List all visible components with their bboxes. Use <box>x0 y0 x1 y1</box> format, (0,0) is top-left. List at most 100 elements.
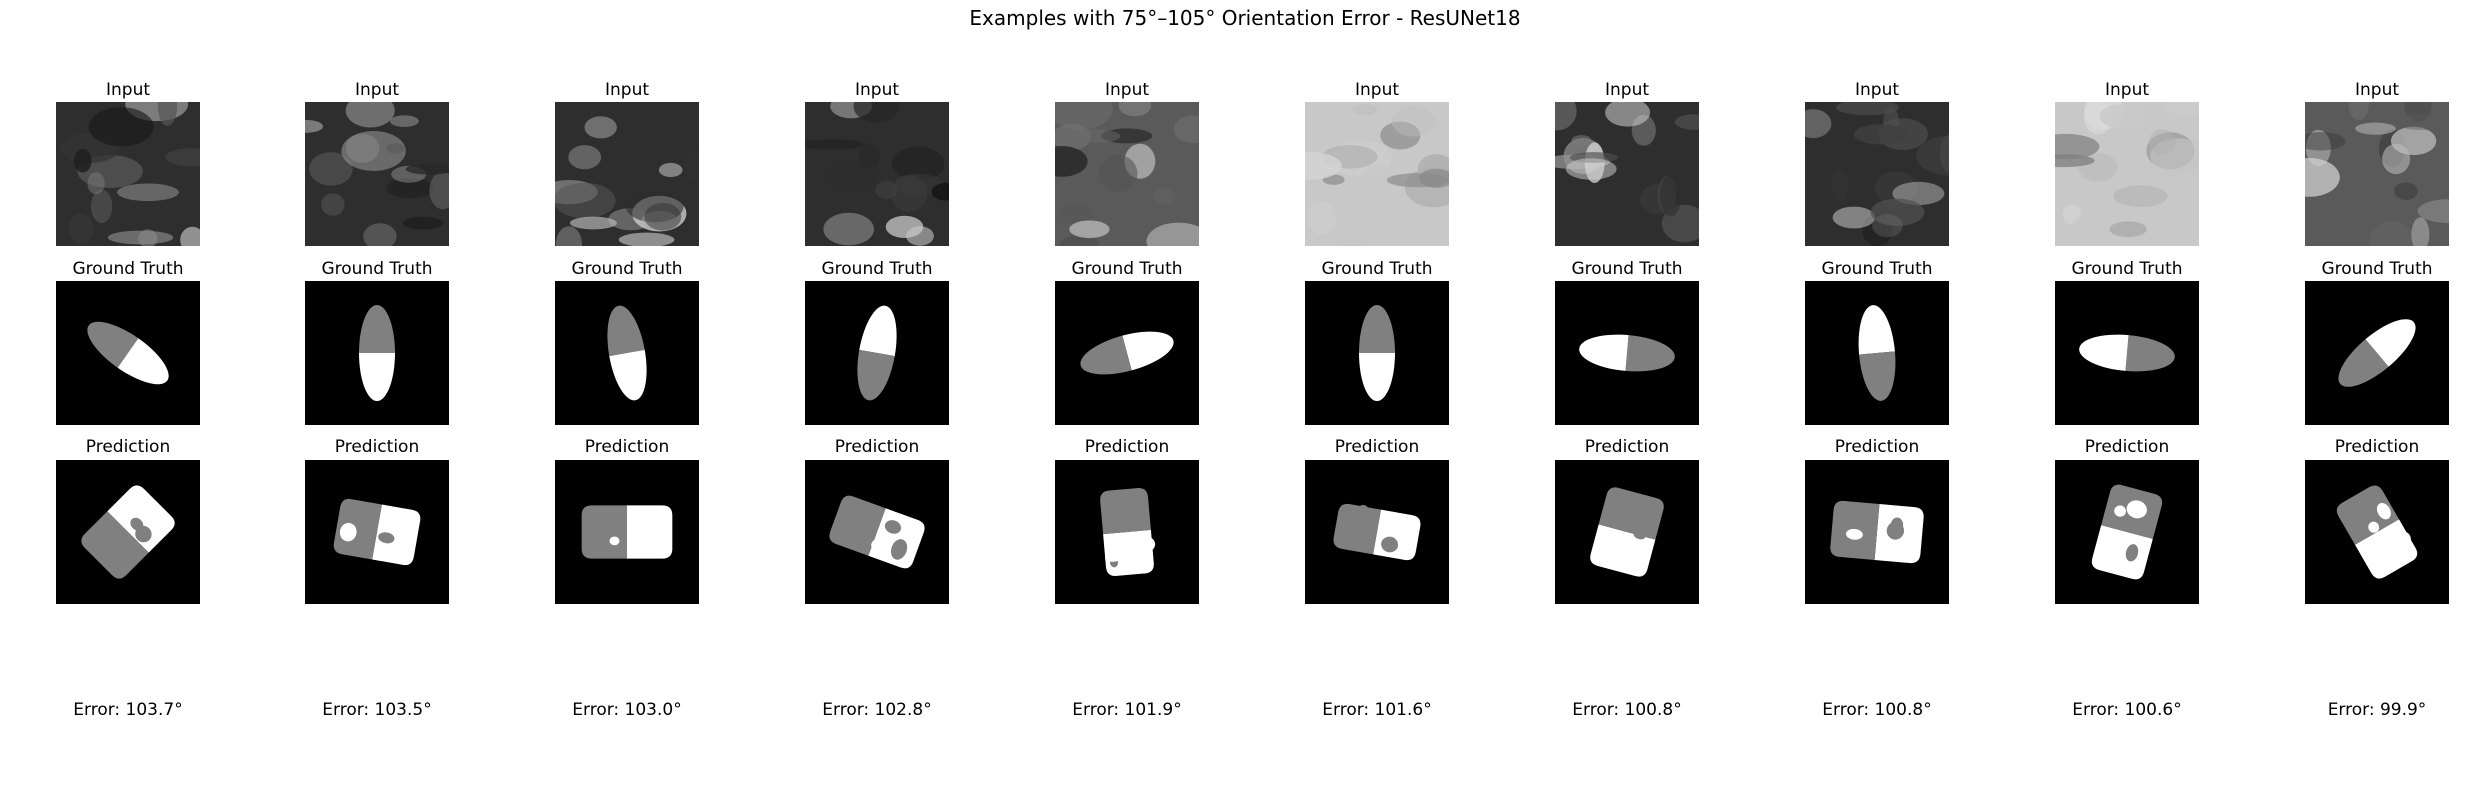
input-texture-blob <box>90 189 113 223</box>
pred-noise-blob <box>890 539 908 560</box>
input-label: Input <box>1104 80 1150 100</box>
prediction-mask-svg <box>2055 460 2199 604</box>
gt-tail-half <box>1359 353 1395 401</box>
error-caption: Error: 103.7° <box>73 700 183 720</box>
input-texture-blob <box>88 107 154 147</box>
pred-noise-blob <box>1632 505 1643 517</box>
pred-white-region <box>2091 525 2153 580</box>
input-texture-blob <box>896 174 943 195</box>
input-texture-blob <box>1055 146 1088 177</box>
pred-noise-blob <box>339 522 357 542</box>
input-image <box>1305 102 1449 246</box>
error-caption: Error: 101.6° <box>1322 700 1432 720</box>
prediction-mask-svg <box>805 460 949 604</box>
input-texture-blob <box>2417 199 2449 224</box>
gt-head-half <box>1122 331 1174 371</box>
gt-head-half <box>607 305 645 357</box>
pred-noise-blob <box>1104 553 1123 562</box>
input-texture-blob <box>305 119 324 133</box>
prediction-mask <box>2055 460 2199 604</box>
gt-head-half <box>1359 305 1395 353</box>
error-caption: Error: 103.5° <box>322 700 432 720</box>
ground-truth-mask <box>1555 281 1699 425</box>
ground-truth-mask-svg <box>305 281 449 425</box>
input-texture-blob <box>885 215 924 238</box>
input-texture-blob <box>823 212 874 246</box>
input-texture-blob <box>1605 102 1651 127</box>
ground-truth-mask <box>1055 281 1199 425</box>
ground-truth-mask <box>2305 281 2449 425</box>
gt-tail-half <box>609 349 647 401</box>
example-column: Input Ground Truth Prediction Error: 102.8° <box>805 0 949 788</box>
input-texture-blob <box>429 171 449 210</box>
input-texture-blob <box>2355 122 2396 135</box>
pred-noise-blob <box>2125 544 2139 562</box>
input-texture-blob <box>2162 102 2199 115</box>
pred-noise-blob <box>646 523 656 544</box>
prediction-mask <box>1305 460 1449 604</box>
input-texture-blob <box>1391 106 1436 137</box>
input-texture-blob <box>892 146 945 182</box>
pred-noise-blob <box>130 517 144 531</box>
pred-noise-blob <box>884 520 902 534</box>
pred-noise-blob <box>378 532 395 544</box>
input-texture-blob <box>1565 158 1617 180</box>
input-texture-blob <box>641 210 678 230</box>
gt-tail-half <box>2079 334 2129 371</box>
input-texture-blob <box>1055 102 1113 130</box>
pred-gray-region <box>829 495 886 556</box>
input-texture-blob <box>2305 158 2340 197</box>
ground-truth-mask <box>2055 281 2199 425</box>
pred-noise-blob <box>2376 502 2391 520</box>
input-texture-blob <box>584 116 617 139</box>
input-texture-blob <box>363 223 397 246</box>
gt-tail-half <box>2338 339 2389 387</box>
ground-truth-mask <box>555 281 699 425</box>
gt-head-half <box>859 305 897 357</box>
prediction-label: Prediction <box>85 437 171 457</box>
input-texture-blob <box>68 213 94 245</box>
prediction-mask <box>555 460 699 604</box>
pred-noise-blob <box>2126 500 2147 519</box>
input-image-svg <box>305 102 449 246</box>
pred-white-region <box>868 508 925 569</box>
input-texture-blob <box>658 162 683 178</box>
input-texture-blob <box>1872 214 1903 238</box>
pred-noise-blob <box>120 502 136 517</box>
gt-tail-half <box>117 338 169 385</box>
pred-gray-region <box>1598 487 1664 540</box>
input-texture-blob <box>2393 113 2449 131</box>
input-texture-blob <box>1118 102 1152 117</box>
example-column: Input Ground Truth Prediction Error: 101.6° <box>1305 0 1449 788</box>
input-texture-blob <box>180 226 200 246</box>
ground-truth-label: Ground Truth <box>2321 259 2433 279</box>
prediction-mask-svg <box>1805 460 1949 604</box>
input-image <box>1055 102 1199 246</box>
ground-truth-label: Ground Truth <box>571 259 683 279</box>
prediction-label: Prediction <box>1334 437 1420 457</box>
example-column: Input Ground Truth Prediction Error: 100.8° <box>1555 0 1699 788</box>
gt-tail-half <box>857 349 895 401</box>
input-texture-blob <box>1831 169 1849 202</box>
ground-truth-mask-svg <box>1305 281 1449 425</box>
pred-gray-region <box>81 511 149 579</box>
input-texture-blob <box>1351 104 1378 115</box>
pred-noise-blob <box>2114 505 2126 517</box>
gt-head-half <box>1625 335 1675 372</box>
pred-noise-blob <box>871 539 887 553</box>
input-texture-blob <box>138 229 158 246</box>
input-texture-blob <box>1660 175 1682 217</box>
input-texture-blob <box>890 174 928 212</box>
pred-noise-blob <box>1633 531 1646 540</box>
pred-noise-blob <box>2368 521 2380 533</box>
input-texture-blob <box>2109 221 2147 237</box>
input-texture-blob <box>1307 200 1337 236</box>
input-image-svg <box>1805 102 1949 246</box>
pred-noise-blob <box>1381 536 1399 553</box>
pred-noise-blob <box>1890 517 1904 534</box>
input-texture-blob <box>2348 102 2369 121</box>
input-texture-blob <box>2148 129 2176 156</box>
ground-truth-mask-svg <box>1055 281 1199 425</box>
input-label: Input <box>105 80 151 100</box>
ground-truth-mask <box>1805 281 1949 425</box>
